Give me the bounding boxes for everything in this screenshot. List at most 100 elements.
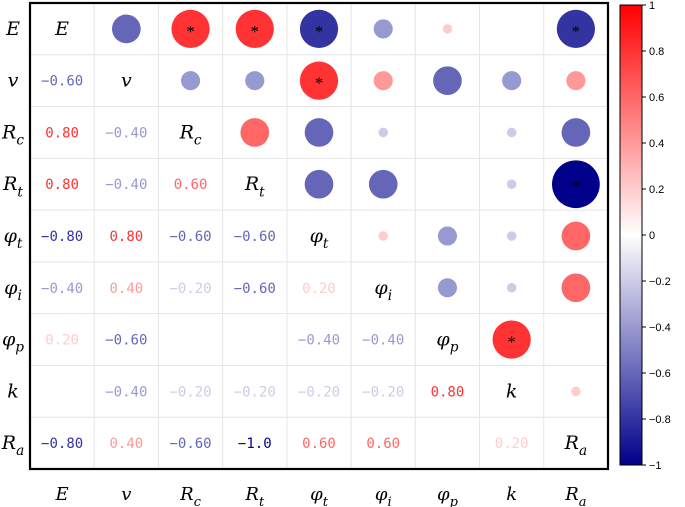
grid-lines [30, 3, 608, 469]
correlation-value: −0.60 [169, 436, 211, 452]
colorbar-tick-label: 0.8 [649, 46, 664, 58]
correlation-circle [235, 9, 274, 48]
diagonal-label: Rc [179, 121, 202, 148]
diagonal-label-base: R [564, 432, 579, 454]
column-label-sub: t [259, 495, 265, 507]
correlation-value: −1.0 [238, 436, 272, 452]
diagonal-label-sub: p [450, 340, 459, 356]
diagonal-label-base: R [179, 121, 194, 143]
column-label-base: φ [310, 484, 323, 505]
matrix-frame [28, 1, 610, 471]
correlation-value: −0.60 [105, 333, 147, 349]
diagonal-label: φp [436, 329, 458, 356]
correlation-value: 0.40 [109, 436, 143, 452]
diagonal-label-base: φ [374, 277, 388, 299]
correlation-circle [561, 273, 591, 303]
correlation-value: −0.20 [234, 384, 276, 400]
row-label: Ra [1, 432, 24, 459]
colorbar-tick-label: 0 [649, 230, 655, 242]
correlation-circle [378, 127, 388, 138]
row-label: v [8, 70, 19, 92]
diagonal-label-sub: t [323, 236, 329, 252]
colorbar-tick-label: 0.4 [649, 138, 664, 150]
column-label: φi [375, 484, 392, 507]
correlation-circle [566, 71, 586, 91]
diagonal-label: E [54, 18, 69, 40]
correlation-value: −0.20 [298, 384, 340, 400]
row-label: φp [2, 329, 24, 356]
correlation-value: −0.40 [105, 125, 147, 141]
correlation-value: −0.20 [169, 384, 211, 400]
diagonal-label-base: R [244, 173, 259, 195]
correlation-value: −0.20 [362, 384, 404, 400]
column-label-base: R [244, 484, 259, 505]
diagonal-label-base: φ [310, 225, 324, 247]
colorbar-tick-label: 1 [649, 0, 655, 12]
significance-marker: * [251, 22, 260, 41]
correlation-circle [506, 231, 517, 241]
correlation-circle [442, 24, 453, 34]
diagonal-label-sub: c [194, 133, 202, 149]
correlation-value: −0.40 [298, 333, 340, 349]
correlation-circle [181, 71, 201, 91]
row-label-sub: c [16, 133, 24, 149]
row-label: φt [4, 225, 23, 252]
row-label-base: v [8, 70, 19, 92]
correlation-value: −0.40 [105, 384, 147, 400]
diagonal-label-base: E [54, 18, 69, 40]
correlation-value: 0.60 [302, 436, 336, 452]
column-label-sub: c [194, 495, 202, 507]
column-label: φt [310, 484, 329, 507]
correlation-circle [299, 61, 339, 100]
correlation-circle [552, 160, 600, 209]
colorbar-tick-label: −0.6 [649, 368, 671, 380]
row-label-base: φ [4, 277, 18, 299]
column-label-sub: i [387, 495, 391, 507]
column-label: v [121, 484, 131, 505]
correlation-circle [561, 221, 591, 251]
column-label-base: E [55, 484, 69, 505]
correlation-circle [304, 118, 334, 147]
correlation-value: 0.60 [174, 177, 208, 193]
correlation-circle [112, 14, 141, 44]
correlation-circle [506, 127, 517, 138]
colorbar-tick-label: 0.2 [649, 184, 664, 196]
row-label-base: k [7, 380, 19, 402]
correlation-circle [506, 179, 517, 190]
column-label: Rt [244, 484, 265, 507]
correlation-value: −0.40 [41, 281, 83, 297]
row-label: E [5, 18, 20, 40]
row-label: Rc [1, 121, 24, 148]
column-label-base: R [179, 484, 194, 505]
correlation-circle [171, 9, 210, 48]
correlation-value: −0.60 [234, 229, 276, 245]
correlation-circle [433, 66, 462, 95]
correlation-circle [304, 169, 334, 199]
diagonal-label: k [506, 380, 518, 402]
colorbar-tick-label: −0.2 [649, 276, 671, 288]
column-label: k [506, 484, 517, 505]
correlation-value: 0.60 [366, 436, 400, 452]
significance-marker: * [507, 333, 516, 352]
correlation-circle [571, 386, 581, 397]
diagonal-label-base: v [121, 70, 132, 92]
diagonal-label: φt [310, 225, 329, 252]
row-label-base: φ [4, 225, 18, 247]
row-label: k [7, 380, 19, 402]
significance-marker: * [315, 74, 324, 93]
row-label-base: R [2, 173, 17, 195]
row-label-base: E [5, 18, 20, 40]
row-label-sub: p [15, 340, 24, 356]
correlation-circle [299, 9, 339, 48]
row-label-sub: i [17, 288, 21, 304]
correlation-circle [373, 71, 393, 91]
column-label: Rc [179, 484, 202, 507]
correlation-circle [437, 278, 458, 298]
correlation-circle [240, 118, 270, 147]
colorbar-gradient [619, 4, 643, 466]
diagonal-label: Rt [244, 173, 265, 200]
colorbar-tick-label: −0.8 [649, 414, 671, 426]
